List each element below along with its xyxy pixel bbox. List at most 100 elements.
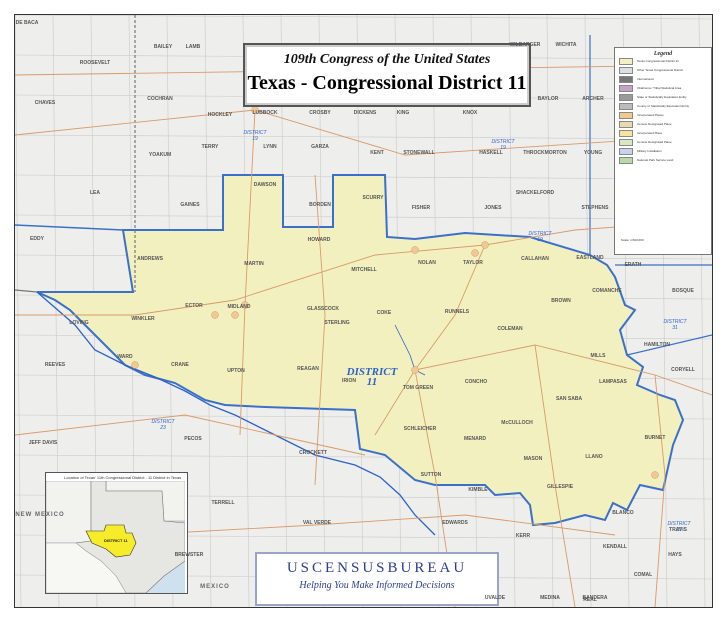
county-label: CROSBY	[309, 110, 331, 116]
district-title: Texas - Congressional District 11	[247, 72, 527, 94]
county-label: HOCKLEY	[207, 112, 233, 118]
scale-label: Scale: 1:600,000	[621, 238, 644, 242]
district-label-word: DISTRICT	[346, 366, 398, 378]
legend-label: Incorporated Places	[637, 113, 664, 117]
county-label: REEVES	[44, 362, 66, 368]
city-marker	[411, 246, 419, 254]
district-county-label: MASON	[523, 456, 543, 462]
district-number-label: DISTRICT 19	[528, 231, 551, 243]
district-county-label: COLEMAN	[497, 326, 523, 332]
district-11-label: DISTRICT 11	[346, 366, 398, 388]
county-label: WILBARGER	[509, 42, 541, 48]
district-county-label: CRANE	[171, 362, 189, 368]
county-line	[15, 134, 712, 140]
county-label: GAINES	[180, 202, 200, 208]
county-label: KNOX	[462, 110, 478, 116]
district-county-label: CONCHO	[464, 379, 488, 385]
county-label: CALLAHAN	[521, 256, 549, 262]
district-number-label: DISTRICT 19	[243, 130, 266, 142]
district-county-label: COKE	[376, 310, 392, 316]
highway	[15, 219, 712, 316]
county-label: COMAL	[633, 572, 653, 578]
legend-title: Legend	[653, 51, 673, 57]
county-label: DE BACA	[15, 20, 39, 26]
county-label: HASKELL	[479, 150, 503, 156]
district-county-label: TOM GREEN	[402, 385, 434, 391]
county-label: LOVING	[69, 320, 89, 326]
district-label-word: DISTRICT	[528, 231, 552, 237]
county-label: DICKENS	[353, 110, 377, 116]
district-boundary	[626, 334, 712, 356]
county-label: LEA	[90, 190, 100, 196]
legend-swatch	[619, 76, 633, 83]
district-county-label: STERLING	[324, 320, 350, 326]
district-county-label: MILLS	[590, 353, 606, 359]
legend-item: Census Designated Place	[615, 120, 711, 129]
county-label: ERATH	[624, 262, 642, 268]
district-label-number: 23	[160, 425, 166, 431]
state-label: NEW MEXICO	[15, 512, 65, 518]
county-label: BORDEN	[309, 202, 331, 208]
legend-label: Other Texas Congressional District	[637, 68, 684, 72]
highway	[314, 174, 326, 486]
district-county-label: BROWN	[551, 298, 571, 304]
county-label: BOSQUE	[672, 288, 694, 294]
highway	[534, 344, 576, 607]
county-label: REAL	[583, 597, 597, 603]
district-boundary	[15, 224, 124, 231]
legend-label: Oklahoma / Tribal Statistical Area	[637, 86, 682, 90]
district-number-label: DISTRICT 19	[491, 139, 514, 151]
county-label: WARD	[117, 354, 133, 360]
district-number-label: DISTRICT 31	[663, 319, 686, 331]
highway	[374, 244, 486, 436]
county-label: TERRY	[201, 144, 219, 150]
county-label: DAWSON	[253, 182, 277, 188]
legend-item: County or Statistically Equivalent Entit…	[615, 102, 711, 111]
county-label: BAYLOR	[537, 96, 559, 102]
legend-swatch	[619, 85, 633, 92]
legend-swatch	[619, 121, 633, 128]
county-label: FISHER	[411, 205, 431, 211]
city-marker	[651, 471, 659, 479]
county-label: NOLAN	[418, 260, 436, 266]
district-county-label: UPTON	[227, 368, 245, 374]
district-11-area	[36, 174, 685, 527]
legend-label: Incorporated Place	[637, 131, 663, 135]
county-label: KIMBLE	[468, 487, 488, 493]
highway	[654, 374, 666, 607]
legend-item: International	[615, 75, 711, 84]
county-label: HAYS	[668, 552, 682, 558]
legend-swatch	[619, 67, 633, 74]
census-logo-box: USCENSUSBUREAU Helping You Make Informed…	[255, 552, 499, 606]
county-label: VAL VERDE	[302, 520, 332, 526]
county-label: WINKLER	[131, 316, 155, 322]
legend-label: State or Statistically Equivalent Entity	[637, 95, 687, 99]
legend-swatch	[619, 157, 633, 164]
county-label: STEPHENS	[581, 205, 609, 211]
highway	[15, 109, 712, 156]
district-label-number: 31	[672, 325, 678, 331]
state-boundary	[15, 289, 38, 293]
legend-item: State or Statistically Equivalent Entity	[615, 93, 711, 102]
county-label: LAMB	[185, 44, 201, 50]
legend-item: National Park Service Land	[615, 156, 711, 165]
pecos-rio-river	[36, 291, 436, 536]
district-county-label: ECTOR	[185, 303, 203, 309]
legend-swatch	[619, 103, 633, 110]
district-number-label: DISTRICT 21	[667, 521, 690, 533]
legend-panel: Legend Texas Congressional District 11 Ot…	[614, 47, 712, 255]
county-label: KING	[396, 110, 410, 116]
legend-item: Other Texas Congressional District	[615, 66, 711, 75]
district-county-label: GILLESPIE	[546, 484, 574, 490]
city-marker	[211, 311, 219, 319]
county-label: EASTLAND	[576, 255, 604, 261]
census-tagline: Helping You Make Informed Decisions	[299, 580, 455, 591]
district-county-label: MITCHELL	[351, 267, 377, 273]
county-label: YOUNG	[583, 150, 603, 156]
district-county-label: LLANO	[585, 454, 603, 460]
county-label: BREWSTER	[174, 552, 204, 558]
county-label: JONES	[484, 205, 502, 211]
highway	[15, 414, 366, 456]
state-label: MEXICO	[200, 584, 230, 590]
district-label-number: 19	[537, 237, 543, 243]
